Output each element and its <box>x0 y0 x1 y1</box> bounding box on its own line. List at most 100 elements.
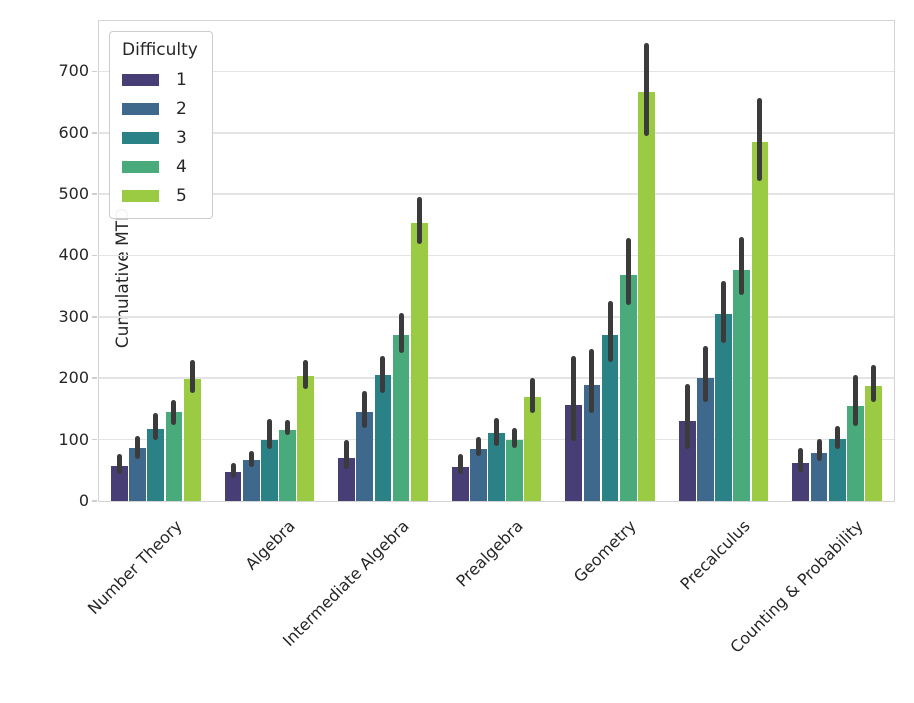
error-bar <box>266 418 272 450</box>
bar-algebra-difficulty-2 <box>242 459 260 501</box>
bar-counting-probability-difficulty-5 <box>865 385 882 501</box>
bar-counting-probability-difficulty-3 <box>828 439 846 501</box>
error-bar <box>512 427 518 448</box>
bar-precalculus-difficulty-1 <box>678 420 696 501</box>
bar-algebra-difficulty-4 <box>279 430 296 501</box>
gridline-y-400 <box>99 254 894 257</box>
x-tick-label: Prealgebra <box>451 516 527 591</box>
x-tick-label: Number Theory <box>83 516 186 619</box>
gridline-y-500 <box>99 193 894 195</box>
x-tick-label: Counting & Probability <box>726 516 867 657</box>
error-bar <box>344 439 350 470</box>
y-tick-label: 300 <box>58 306 89 326</box>
legend-item-label: 5 <box>176 186 187 206</box>
legend-item-4: 4 <box>122 155 198 179</box>
legend: Difficulty 1 2 3 4 5 <box>109 31 213 219</box>
legend-swatch <box>122 132 159 144</box>
error-bar <box>171 399 177 425</box>
error-bar <box>494 417 499 447</box>
legend-item-label: 1 <box>176 70 187 90</box>
bar-algebra-difficulty-5 <box>297 376 315 501</box>
y-tick-mark <box>92 316 98 318</box>
error-bar <box>816 439 822 462</box>
error-bar <box>303 359 309 390</box>
error-bar <box>457 454 463 474</box>
error-bar <box>153 413 159 440</box>
legend-swatch <box>122 74 159 86</box>
bar-algebra-difficulty-1 <box>224 471 242 501</box>
bar-geometry-difficulty-4 <box>619 274 637 501</box>
bar-algebra-difficulty-3 <box>260 440 278 501</box>
bar-number-theory-difficulty-4 <box>165 412 183 501</box>
bar-prealgebra-difficulty-1 <box>451 466 469 501</box>
bar-prealgebra-difficulty-5 <box>524 397 542 501</box>
bar-geometry-difficulty-2 <box>583 385 601 501</box>
error-bar <box>798 448 804 472</box>
error-bar <box>739 237 745 295</box>
error-bar <box>285 419 291 436</box>
bar-number-theory-difficulty-5 <box>183 378 201 501</box>
error-bar <box>398 313 404 354</box>
error-bar <box>834 425 840 450</box>
bar-geometry-difficulty-1 <box>565 405 583 501</box>
error-bar <box>852 374 858 427</box>
error-bar <box>475 437 481 457</box>
error-bar <box>643 43 649 136</box>
bar-prealgebra-difficulty-2 <box>469 449 487 501</box>
bar-prealgebra-difficulty-4 <box>506 440 524 501</box>
error-bar <box>380 355 386 393</box>
error-bar <box>757 97 763 182</box>
x-tick-label: Precalculus <box>676 516 754 594</box>
y-tick-label: 100 <box>58 429 89 449</box>
y-tick-label: 700 <box>58 61 89 81</box>
x-tick-label: Algebra <box>241 516 300 574</box>
legend-item-3: 3 <box>122 126 198 150</box>
error-bar <box>871 364 877 402</box>
error-bar <box>116 453 122 474</box>
legend-item-label: 3 <box>176 128 187 148</box>
legend-swatch <box>122 103 159 115</box>
error-bar <box>607 300 613 362</box>
error-bar <box>589 349 595 414</box>
y-tick-mark <box>92 438 98 441</box>
error-bar <box>189 360 195 393</box>
legend-item-label: 2 <box>176 99 187 119</box>
error-bar <box>684 383 690 450</box>
bar-precalculus-difficulty-5 <box>751 141 769 501</box>
bar-number-theory-difficulty-2 <box>129 448 146 501</box>
y-tick-label: 500 <box>58 184 89 204</box>
error-bar <box>702 346 708 402</box>
error-bar <box>571 355 577 441</box>
legend-item-label: 4 <box>176 157 187 177</box>
error-bar <box>135 435 141 460</box>
bar-counting-probability-difficulty-1 <box>792 462 810 501</box>
bar-geometry-difficulty-5 <box>638 91 655 501</box>
y-tick-label: 0 <box>78 491 89 510</box>
bar-prealgebra-difficulty-3 <box>488 433 505 501</box>
gridline-y-600 <box>99 131 894 134</box>
legend-item-5: 5 <box>122 184 198 208</box>
y-tick-mark <box>92 500 98 502</box>
bar-counting-probability-difficulty-4 <box>847 406 864 501</box>
y-tick-label: 600 <box>58 122 89 142</box>
gridline-y-300 <box>99 316 894 318</box>
bar-precalculus-difficulty-2 <box>697 378 714 501</box>
bar-intermediate-algebra-difficulty-5 <box>410 222 428 501</box>
bar-counting-probability-difficulty-2 <box>810 453 828 501</box>
gridline-y-200 <box>99 377 894 380</box>
bar-number-theory-difficulty-1 <box>111 466 128 501</box>
error-bar <box>625 237 631 305</box>
legend-swatch <box>122 190 159 202</box>
error-bar <box>416 197 422 245</box>
legend-item-2: 2 <box>122 97 198 121</box>
y-tick-label: 200 <box>58 368 89 388</box>
bar-precalculus-difficulty-3 <box>715 314 733 501</box>
y-tick-mark <box>92 70 98 73</box>
legend-title: Difficulty <box>122 40 198 60</box>
gridline-y-700 <box>99 70 894 73</box>
y-tick-mark <box>92 193 98 195</box>
bar-precalculus-difficulty-4 <box>733 269 751 501</box>
y-tick-mark <box>92 377 98 380</box>
